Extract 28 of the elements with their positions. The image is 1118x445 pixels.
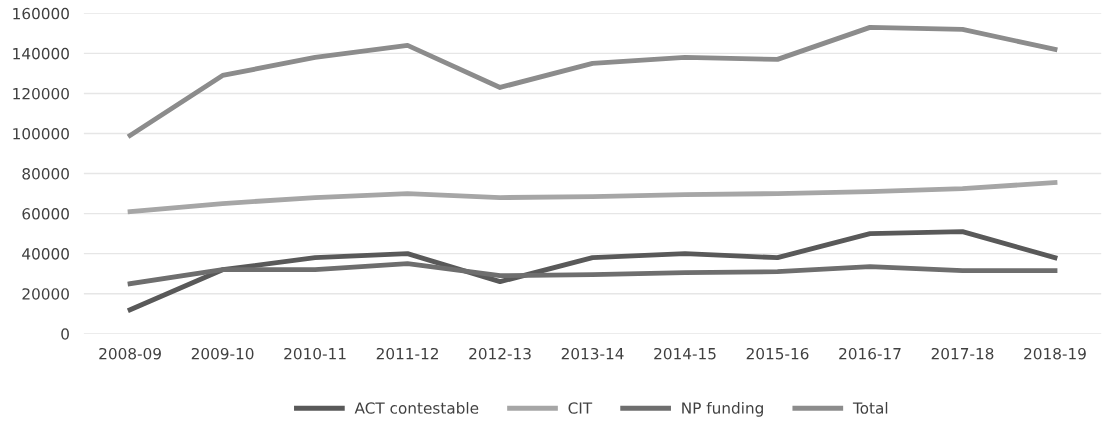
x-tick-label: 2011-12	[376, 347, 438, 360]
y-tick-label: 120000	[13, 87, 69, 100]
x-tick-label: 2015-16	[746, 347, 809, 360]
x-tick-label: 2013-14	[561, 347, 624, 360]
x-tick-label: 2012-13	[469, 347, 531, 360]
legend-label: ACT contestable	[354, 401, 479, 414]
x-tick-label: 2008-09	[99, 347, 161, 360]
x-tick-label: 2014-15	[654, 347, 716, 360]
line-series	[127, 229, 1058, 313]
x-tick-label: 2010-11	[284, 347, 346, 360]
y-tick-label: 100000	[13, 127, 69, 140]
x-tick-label: 2017-18	[931, 347, 994, 360]
line-series	[127, 261, 1058, 287]
y-tick-label: 0	[61, 328, 69, 340]
y-tick-label: 80000	[22, 168, 69, 180]
x-tick-label: 2016-17	[839, 347, 901, 360]
x-tick-label: 2009-10	[191, 347, 254, 360]
y-tick-label: 40000	[22, 248, 69, 260]
legend-label: CIT	[568, 402, 593, 414]
y-tick-label: 20000	[22, 288, 69, 300]
y-tick-label: 160000	[13, 7, 69, 20]
legend-label: Total	[852, 401, 888, 414]
y-tick-label: 60000	[22, 208, 69, 220]
x-tick-label: 2018-19	[1024, 347, 1086, 360]
line-series	[127, 180, 1058, 215]
legend-label: NP funding	[682, 401, 763, 417]
line-series	[127, 24, 1058, 138]
y-tick-label: 140000	[13, 47, 69, 60]
